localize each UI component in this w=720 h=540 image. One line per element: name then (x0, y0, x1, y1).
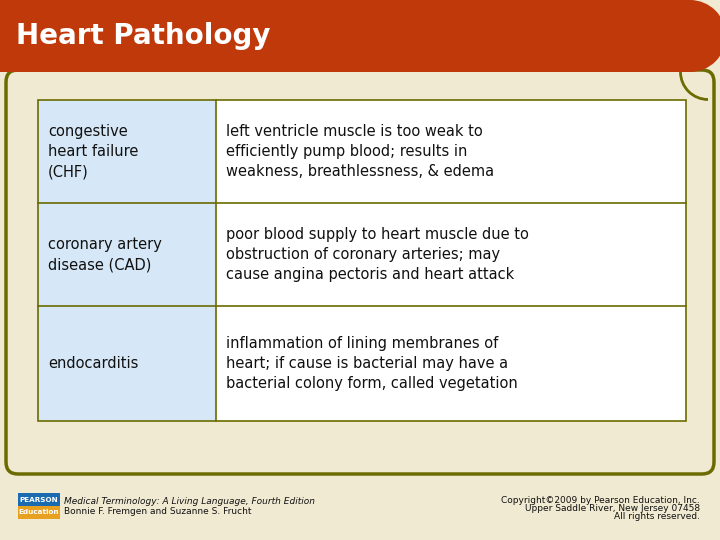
Bar (38, 203, 216, 306)
Text: Upper Saddle River, New Jersey 07458: Upper Saddle River, New Jersey 07458 (525, 504, 700, 513)
Text: Education: Education (19, 510, 59, 516)
Text: Heart Pathology: Heart Pathology (16, 22, 271, 50)
Ellipse shape (654, 0, 720, 72)
Text: poor blood supply to heart muscle due to
obstruction of coronary arteries; may
c: poor blood supply to heart muscle due to… (226, 227, 529, 282)
Text: All rights reserved.: All rights reserved. (614, 512, 700, 521)
Bar (18, 493, 60, 506)
Bar (216, 306, 686, 421)
Text: left ventricle muscle is too weak to
efficiently pump blood; results in
weakness: left ventricle muscle is too weak to eff… (226, 124, 494, 179)
Text: congestive
heart failure
(CHF): congestive heart failure (CHF) (48, 124, 138, 179)
Bar (216, 100, 686, 203)
FancyBboxPatch shape (6, 70, 714, 474)
Bar (38, 306, 216, 421)
Bar (38, 100, 216, 203)
Bar (38, 100, 686, 421)
Text: Medical Terminology: A Living Language, Fourth Edition: Medical Terminology: A Living Language, … (64, 497, 315, 506)
Text: endocarditis: endocarditis (48, 356, 138, 371)
Bar (216, 203, 686, 306)
Bar (18, 506, 60, 519)
Text: PEARSON: PEARSON (19, 496, 58, 503)
Text: inflammation of lining membranes of
heart; if cause is bacterial may have a
bact: inflammation of lining membranes of hear… (226, 335, 518, 391)
Text: Bonnie F. Fremgen and Suzanne S. Frucht: Bonnie F. Fremgen and Suzanne S. Frucht (64, 507, 251, 516)
Text: coronary artery
disease (CAD): coronary artery disease (CAD) (48, 237, 162, 272)
Text: Copyright©2009 by Pearson Education, Inc.: Copyright©2009 by Pearson Education, Inc… (501, 496, 700, 505)
Bar (0, 0, 690, 72)
